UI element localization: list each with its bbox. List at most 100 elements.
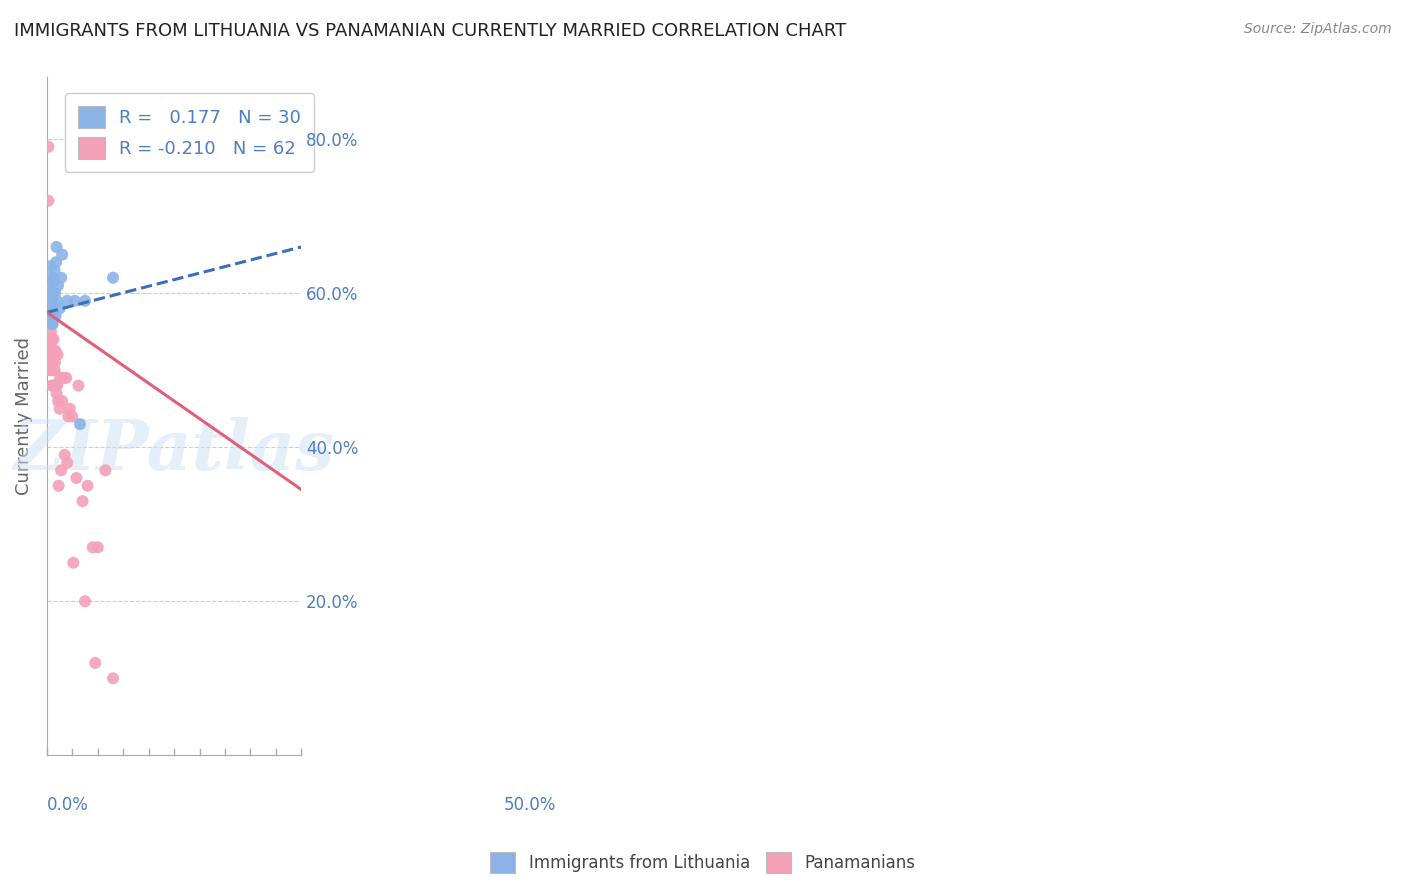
Text: ZIPatlas: ZIPatlas <box>14 417 335 484</box>
Point <box>39 286 62 301</box>
Point <box>82 541 104 555</box>
Point <box>51 394 73 409</box>
Point <box>46 394 69 409</box>
Point <box>39 348 62 362</box>
Point <box>56 293 79 308</box>
Point <box>46 293 69 308</box>
Point <box>39 355 62 369</box>
Point <box>45 378 67 392</box>
Point <box>72 494 94 508</box>
Point <box>45 240 67 254</box>
Text: IMMIGRANTS FROM LITHUANIA VS PANAMANIAN CURRENTLY MARRIED CORRELATION CHART: IMMIGRANTS FROM LITHUANIA VS PANAMANIAN … <box>14 22 846 40</box>
Point <box>41 313 63 327</box>
Point <box>101 671 124 685</box>
Point <box>41 305 63 319</box>
Point <box>41 317 63 331</box>
Point <box>46 378 69 392</box>
Point <box>48 401 70 416</box>
Point <box>53 448 76 462</box>
Point <box>39 259 62 273</box>
Point <box>44 378 66 392</box>
Point <box>84 656 107 670</box>
Legend: Immigrants from Lithuania, Panamanians: Immigrants from Lithuania, Panamanians <box>484 846 922 880</box>
Point <box>38 363 60 377</box>
Point <box>65 471 87 485</box>
Point <box>39 270 62 285</box>
Point <box>44 286 66 301</box>
Point <box>41 340 63 354</box>
Point <box>56 456 79 470</box>
Text: Source: ZipAtlas.com: Source: ZipAtlas.com <box>1244 22 1392 37</box>
Point <box>94 463 117 477</box>
Point <box>62 556 84 570</box>
Point <box>38 317 60 331</box>
Point <box>37 140 59 154</box>
Point <box>46 278 69 293</box>
Point <box>41 355 63 369</box>
Point <box>39 310 62 324</box>
Point <box>73 293 96 308</box>
Point <box>76 479 98 493</box>
Point <box>45 310 67 324</box>
Point <box>38 286 60 301</box>
Point <box>49 371 72 385</box>
Point <box>42 378 65 392</box>
Point <box>41 290 63 304</box>
Point <box>45 255 67 269</box>
Point <box>37 310 59 324</box>
Point <box>37 194 59 208</box>
Point <box>41 348 63 362</box>
Point <box>42 270 65 285</box>
Point <box>39 301 62 316</box>
Point <box>38 317 60 331</box>
Text: 0.0%: 0.0% <box>46 796 89 814</box>
Point <box>52 371 75 385</box>
Point <box>48 479 70 493</box>
Point <box>51 247 73 261</box>
Point <box>46 348 69 362</box>
Point <box>41 275 63 289</box>
Point <box>38 278 60 293</box>
Point <box>42 355 65 369</box>
Point <box>48 301 70 316</box>
Point <box>45 386 67 401</box>
Point <box>63 293 86 308</box>
Point <box>41 378 63 392</box>
Point <box>42 363 65 377</box>
Point <box>39 317 62 331</box>
Point <box>39 363 62 377</box>
Point <box>60 409 83 424</box>
Point <box>42 378 65 392</box>
Point <box>58 409 80 424</box>
Point <box>38 340 60 354</box>
Point <box>42 310 65 324</box>
Point <box>38 310 60 324</box>
Point <box>44 343 66 358</box>
Point <box>42 332 65 346</box>
Point <box>55 371 77 385</box>
Point <box>39 325 62 339</box>
Point <box>49 270 72 285</box>
Point <box>39 340 62 354</box>
Y-axis label: Currently Married: Currently Married <box>15 337 32 495</box>
Point <box>69 417 91 431</box>
Point <box>44 263 66 277</box>
Point <box>41 317 63 331</box>
Point <box>41 317 63 331</box>
Point <box>101 270 124 285</box>
Text: 50.0%: 50.0% <box>503 796 555 814</box>
Point <box>67 378 90 392</box>
Legend: R =   0.177   N = 30, R = -0.210   N = 62: R = 0.177 N = 30, R = -0.210 N = 62 <box>65 94 314 171</box>
Point <box>59 401 82 416</box>
Point <box>41 332 63 346</box>
Point <box>44 355 66 369</box>
Point <box>41 293 63 308</box>
Point <box>45 343 67 358</box>
Point <box>44 363 66 377</box>
Point <box>42 275 65 289</box>
Point <box>87 541 110 555</box>
Point <box>39 332 62 346</box>
Point <box>42 286 65 301</box>
Point <box>49 463 72 477</box>
Point <box>73 594 96 608</box>
